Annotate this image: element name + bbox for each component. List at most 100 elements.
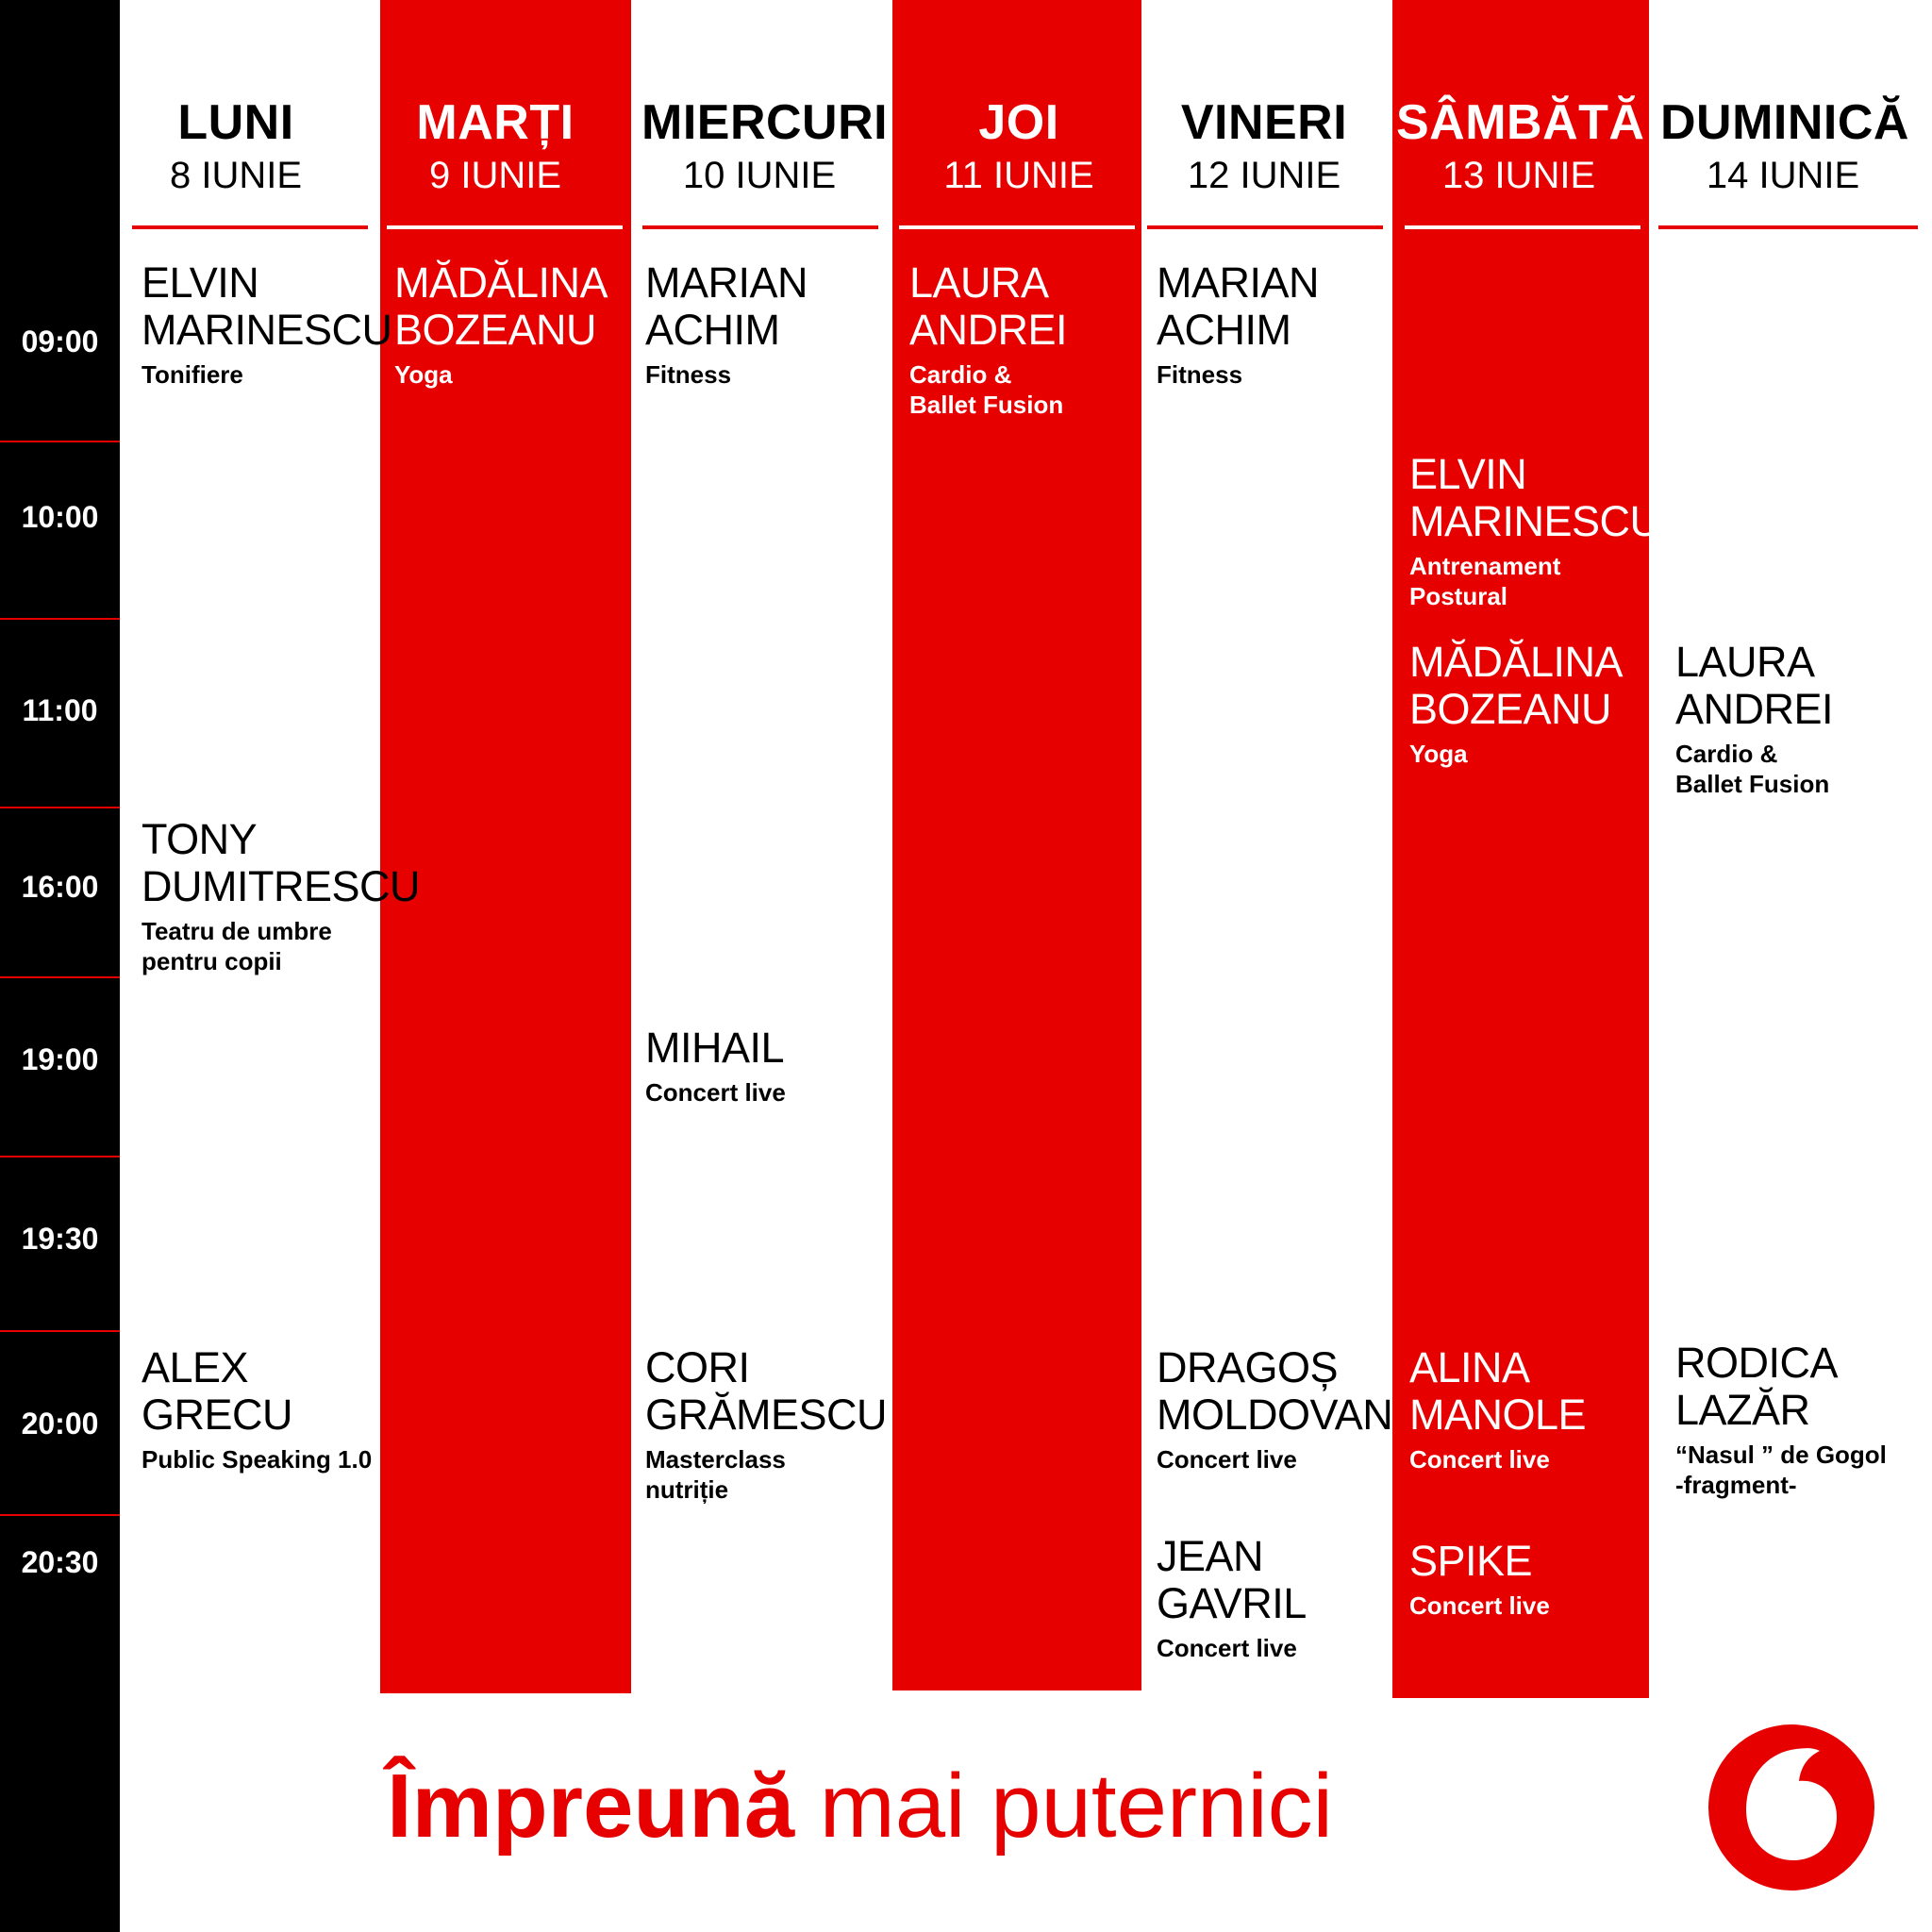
time-divider [0, 807, 120, 808]
header-underline [1405, 225, 1641, 229]
event-luni-1600: TONY DUMITRESCU Teatru de umbre pentru c… [142, 816, 421, 976]
day-name: MIERCURI [641, 95, 889, 150]
event-activity: Concert live [1409, 1445, 1550, 1474]
time-divider [0, 1330, 120, 1332]
event-activity: Teatru de umbre pentru copii [142, 917, 332, 975]
day-date: 11 IUNIE [943, 155, 1094, 196]
event-activity: Cardio & Ballet Fusion [1675, 740, 1830, 798]
header-underline [899, 225, 1135, 229]
header-underline [1658, 225, 1918, 229]
event-miercuri-2000: CORI GRĂMESCU Masterclass nutriție [645, 1343, 888, 1505]
day-date: 13 IUNIE [1441, 155, 1596, 196]
day-date: 12 IUNIE [1187, 155, 1341, 196]
event-activity: “Nasul ” de Gogol -fragment- [1675, 1441, 1887, 1499]
day-name: SÂMBĂTĂ [1396, 95, 1645, 150]
time-divider [0, 1514, 120, 1516]
event-sambata-1000: ELVIN MARINESCU Antrenament Postural [1409, 451, 1660, 611]
time-divider [0, 976, 120, 978]
event-activity: Concert live [1409, 1591, 1550, 1620]
time-label: 19:30 [21, 1222, 99, 1256]
time-label: 11:00 [22, 693, 98, 727]
day-date: 8 IUNIE [169, 155, 303, 196]
event-luni-2000: ALEX GRECU Public Speaking 1.0 [142, 1344, 372, 1474]
time-label: 10:00 [21, 500, 99, 534]
day-name: DUMINICĂ [1660, 95, 1909, 150]
event-activity: Tonifiere [142, 360, 243, 389]
time-label: 16:00 [21, 870, 99, 904]
event-name: ELVIN MARINESCU [142, 258, 392, 354]
event-marti-0900: MĂDĂLINA BOZEANU Yoga [394, 259, 608, 390]
event-luni-0900: ELVIN MARINESCU Tonifiere [142, 259, 392, 390]
event-activity: Public Speaking 1.0 [142, 1445, 373, 1474]
time-label: 20:30 [21, 1545, 99, 1579]
time-divider [0, 618, 120, 620]
event-activity: Antrenament Postural [1409, 552, 1561, 610]
event-activity: Concert live [645, 1078, 786, 1107]
event-name: DRAGOȘ MOLDOVAN [1157, 1343, 1393, 1439]
day-date: 14 IUNIE [1706, 155, 1860, 196]
day-highlight-sambata [1392, 0, 1649, 1698]
time-column: 09:00 10:00 11:00 16:00 19:00 19:30 20:0… [0, 0, 120, 1932]
event-vineri-2030: JEAN GAVRIL Concert live [1157, 1533, 1307, 1663]
event-name: LAURA ANDREI [909, 258, 1068, 354]
day-header-sambata: SÂMBĂTĂ 13 IUNIE [1396, 94, 1645, 198]
event-name: ELVIN MARINESCU [1409, 450, 1660, 545]
event-sambata-2030: SPIKE Concert live [1409, 1538, 1550, 1621]
event-activity: Fitness [1157, 360, 1243, 389]
event-activity: Concert live [1157, 1634, 1297, 1662]
event-activity: Fitness [645, 360, 732, 389]
time-label: 19:00 [21, 1042, 99, 1076]
event-name: MARIAN ACHIM [645, 258, 808, 354]
day-date: 9 IUNIE [428, 155, 562, 196]
day-header-duminica: DUMINICĂ 14 IUNIE [1660, 94, 1909, 198]
day-name: LUNI [177, 95, 294, 150]
event-activity: Yoga [1409, 740, 1468, 768]
slogan-rest: mai puternici [794, 1756, 1333, 1857]
event-sambata-1100: MĂDĂLINA BOZEANU Yoga [1409, 638, 1624, 769]
day-highlight-joi [892, 0, 1141, 1690]
time-label: 20:00 [21, 1407, 99, 1441]
time-label: 09:00 [21, 325, 99, 358]
event-activity: Yoga [394, 360, 453, 389]
event-joi-0900: LAURA ANDREI Cardio & Ballet Fusion [909, 258, 1068, 420]
time-divider [0, 441, 120, 442]
event-name: MĂDĂLINA BOZEANU [394, 258, 608, 354]
time-divider [0, 1156, 120, 1158]
event-name: RODICA LAZĂR [1675, 1339, 1839, 1434]
day-header-miercuri: MIERCURI 10 IUNIE [641, 94, 889, 198]
day-header-marti: MARȚI 9 IUNIE [387, 94, 604, 198]
event-name: SPIKE [1409, 1537, 1533, 1585]
header-underline [387, 225, 623, 229]
event-vineri-2000: DRAGOȘ MOLDOVAN Concert live [1157, 1343, 1393, 1474]
event-name: MARIAN ACHIM [1157, 258, 1320, 354]
day-header-joi: JOI 11 IUNIE [906, 94, 1132, 198]
event-name: ALINA MANOLE [1409, 1343, 1587, 1439]
day-header-vineri: VINERI 12 IUNIE [1151, 94, 1377, 198]
day-highlight-marti [380, 0, 631, 1693]
event-vineri-0900: MARIAN ACHIM Fitness [1157, 258, 1320, 390]
header-underline [1147, 225, 1383, 229]
event-name: MĂDĂLINA BOZEANU [1409, 638, 1624, 733]
event-name: JEAN GAVRIL [1157, 1532, 1307, 1627]
day-name: JOI [978, 95, 1059, 150]
event-miercuri-1900: MIHAIL Concert live [645, 1024, 786, 1108]
event-name: LAURA ANDREI [1675, 638, 1834, 733]
event-activity: Masterclass nutriție [645, 1445, 786, 1504]
event-name: ALEX GRECU [142, 1343, 293, 1439]
day-header-luni: LUNI 8 IUNIE [132, 94, 340, 198]
event-miercuri-0900: MARIAN ACHIM Fitness [645, 259, 808, 390]
slogan: Împreună mai puternici [387, 1755, 1333, 1858]
vodafone-speechmark-icon [1708, 1724, 1874, 1890]
header-underline [642, 225, 878, 229]
header-underline [132, 225, 368, 229]
event-duminica-2000: RODICA LAZĂR “Nasul ” de Gogol -fragment… [1675, 1340, 1887, 1500]
event-name: MIHAIL [645, 1024, 785, 1072]
day-date: 10 IUNIE [682, 155, 837, 196]
event-name: CORI GRĂMESCU [645, 1343, 888, 1439]
slogan-bold: Împreună [387, 1756, 795, 1857]
event-activity: Concert live [1157, 1445, 1297, 1474]
event-activity: Cardio & Ballet Fusion [909, 360, 1064, 419]
day-name: VINERI [1180, 95, 1348, 150]
event-sambata-2000: ALINA MANOLE Concert live [1409, 1343, 1587, 1474]
day-name: MARȚI [416, 95, 575, 150]
